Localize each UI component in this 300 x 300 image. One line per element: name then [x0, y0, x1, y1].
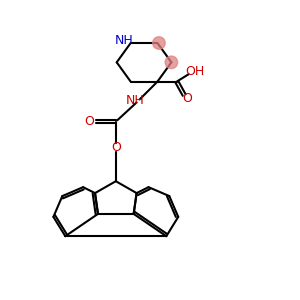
Text: O: O — [85, 115, 94, 128]
Text: NH: NH — [126, 94, 145, 107]
Text: NH: NH — [115, 34, 134, 46]
Text: O: O — [182, 92, 192, 105]
Text: OH: OH — [185, 65, 204, 78]
Circle shape — [153, 37, 165, 49]
Circle shape — [165, 56, 178, 69]
Text: O: O — [111, 141, 121, 154]
